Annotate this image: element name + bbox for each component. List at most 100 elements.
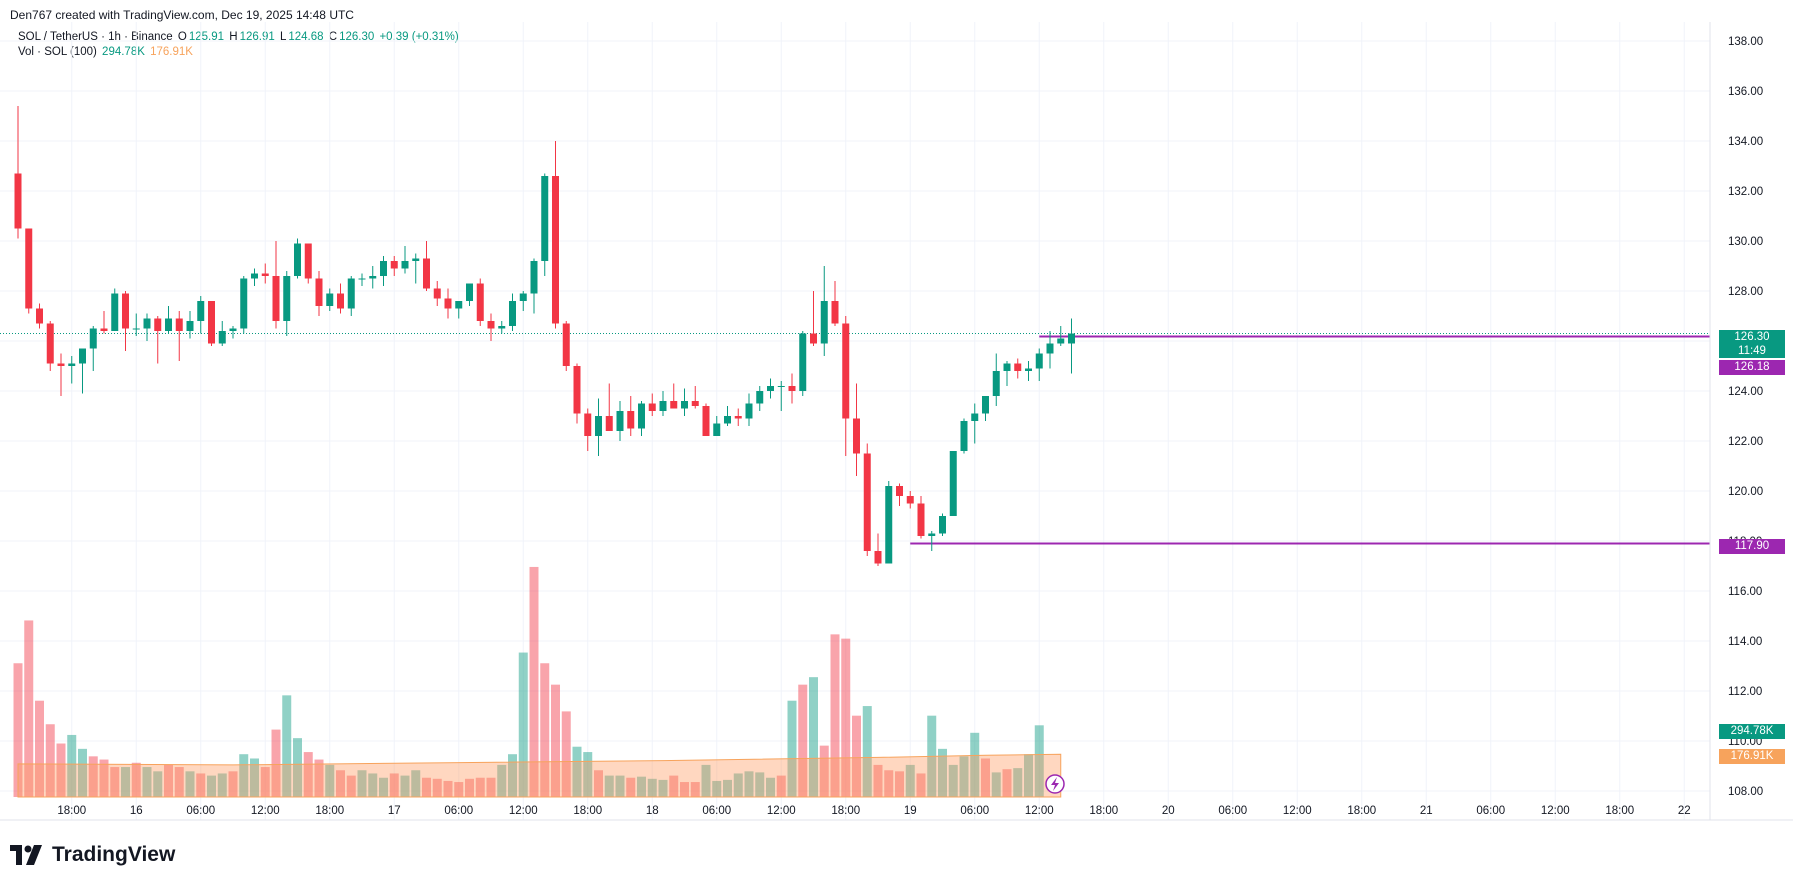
- volume-bar: [884, 770, 894, 797]
- candle-body: [197, 301, 205, 321]
- price-tick-label: 120.00: [1728, 486, 1763, 498]
- volume-bar: [991, 772, 1001, 797]
- candle: [702, 403, 710, 436]
- candle-body: [68, 363, 76, 366]
- candle-body: [423, 258, 430, 289]
- candle: [165, 306, 172, 334]
- volume-bar: [1002, 769, 1012, 797]
- volume-bar: [981, 758, 990, 797]
- candle: [369, 266, 377, 289]
- volume-bar: [615, 775, 625, 797]
- volume-bar: [379, 777, 388, 797]
- level-2-label[interactable]: 117.90: [1719, 539, 1785, 554]
- candle: [25, 228, 33, 314]
- open-label: O: [177, 31, 187, 43]
- volume-bar: [701, 764, 711, 797]
- time-tick-label: 06:00: [444, 805, 473, 817]
- price-tick-label: 138.00: [1728, 36, 1763, 48]
- candle: [36, 303, 43, 329]
- candle: [863, 443, 871, 556]
- candle: [627, 396, 635, 436]
- candle: [853, 383, 860, 476]
- volume-legend[interactable]: Vol · SOL (100) 294.78K 176.91K: [18, 46, 195, 58]
- candle: [154, 316, 162, 364]
- lightning-icon[interactable]: [1045, 774, 1065, 794]
- candle-body: [89, 328, 97, 349]
- candle: [767, 378, 774, 399]
- candle: [197, 296, 205, 334]
- candle: [928, 531, 936, 551]
- candle: [831, 281, 839, 326]
- volume-bar: [336, 770, 345, 797]
- candle: [466, 283, 473, 306]
- level-lines: [910, 335, 1710, 545]
- volume-bar: [207, 775, 216, 797]
- volume-bar: [690, 782, 700, 797]
- volume-indicator-name[interactable]: Vol · SOL (100): [18, 46, 97, 58]
- volume-bar: [174, 767, 184, 797]
- volume-bar: [271, 729, 281, 797]
- candle: [315, 271, 323, 316]
- price-tick-label: 128.00: [1728, 286, 1763, 298]
- candle-body: [702, 406, 710, 436]
- volume-bar: [787, 700, 797, 797]
- candles: [14, 106, 1075, 566]
- time-tick-label: 06:00: [186, 805, 215, 817]
- price-tick-label: 112.00: [1728, 686, 1762, 698]
- candle-body: [896, 486, 903, 496]
- volume-bar: [24, 620, 34, 797]
- volume-bar: [293, 738, 302, 797]
- candle-body: [820, 301, 828, 344]
- candle: [616, 401, 624, 441]
- volume-bar: [1013, 768, 1023, 797]
- candle-body: [433, 288, 441, 299]
- candle: [175, 311, 183, 361]
- brand-name: TradingView: [52, 843, 176, 866]
- candle-body: [100, 328, 108, 331]
- symbol-name[interactable]: SOL / TetherUS · 1h · Binance: [18, 31, 173, 43]
- candle-body: [143, 318, 151, 329]
- candle: [691, 386, 699, 409]
- candle: [659, 391, 667, 416]
- volume-ma-area: [17, 753, 1062, 798]
- candle: [272, 241, 280, 329]
- time-tick-label: 12:00: [1541, 805, 1570, 817]
- volume-bar: [303, 752, 313, 797]
- time-tick-label: 18:00: [831, 805, 860, 817]
- candle: [885, 481, 893, 564]
- time-tick-label: 16: [130, 805, 143, 817]
- candle: [992, 353, 1000, 406]
- tradingview-logo[interactable]: TradingView: [10, 843, 175, 867]
- candle: [960, 418, 968, 454]
- volume-bar: [196, 773, 206, 797]
- volume-bar: [819, 745, 829, 797]
- low-value: 124.68: [288, 31, 324, 43]
- low-label: L: [279, 31, 287, 43]
- time-tick-label: 18:00: [315, 805, 344, 817]
- time-tick-label: 18:00: [1089, 805, 1118, 817]
- volume-bar: [1034, 725, 1044, 797]
- volume-bar: [88, 756, 98, 797]
- candle: [541, 173, 549, 276]
- candle: [390, 256, 398, 276]
- level-1-label[interactable]: 126.18: [1719, 360, 1785, 375]
- volume-bar: [518, 652, 528, 797]
- volume-bar: [110, 767, 120, 797]
- candle-body: [509, 301, 516, 326]
- candle: [1046, 331, 1054, 369]
- candle: [982, 396, 989, 421]
- volume-bar: [508, 754, 517, 797]
- volume-bar: [540, 663, 550, 797]
- price-tick-label: 116.00: [1728, 586, 1762, 598]
- volume-bars: [13, 566, 1044, 797]
- candle-body: [337, 293, 344, 309]
- candle-body: [616, 411, 624, 431]
- candle: [433, 281, 441, 306]
- volume-bar: [153, 771, 163, 797]
- price-tick-label: 124.00: [1728, 386, 1763, 398]
- volume-bar: [604, 775, 614, 797]
- candle: [788, 373, 796, 404]
- candle-body: [1003, 363, 1011, 371]
